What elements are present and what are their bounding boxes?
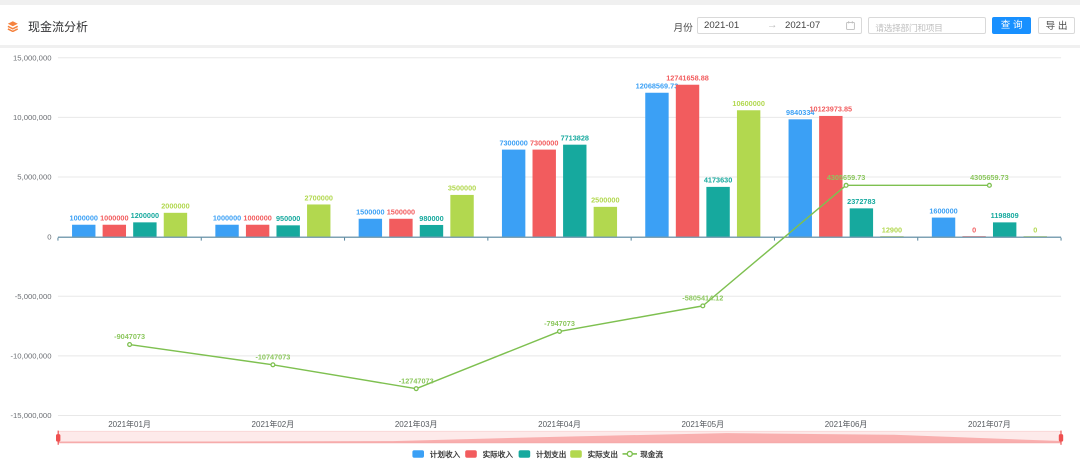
svg-text:5,000,000: 5,000,000 <box>17 173 51 182</box>
svg-text:980000: 980000 <box>419 214 443 223</box>
svg-text:1000000: 1000000 <box>100 214 128 223</box>
svg-text:12068569.73: 12068569.73 <box>636 82 679 91</box>
svg-text:2021年02月: 2021年02月 <box>252 419 295 429</box>
svg-text:2021年07月: 2021年07月 <box>968 419 1011 429</box>
svg-text:2700000: 2700000 <box>305 193 333 202</box>
svg-text:现金流: 现金流 <box>640 449 663 459</box>
svg-text:4305659.73: 4305659.73 <box>827 173 866 182</box>
svg-text:0: 0 <box>47 232 51 241</box>
svg-text:-7947073: -7947073 <box>544 319 575 328</box>
svg-text:1500000: 1500000 <box>387 208 415 217</box>
svg-text:-9047073: -9047073 <box>114 332 145 341</box>
svg-text:实际收入: 实际收入 <box>483 449 514 459</box>
svg-text:1000000: 1000000 <box>70 214 98 223</box>
svg-text:7713828: 7713828 <box>561 133 589 142</box>
svg-text:-15,000,000: -15,000,000 <box>10 411 51 420</box>
svg-text:12900: 12900 <box>882 225 902 234</box>
svg-text:0: 0 <box>972 225 976 234</box>
svg-text:1600000: 1600000 <box>929 206 957 215</box>
svg-text:1000000: 1000000 <box>243 214 271 223</box>
svg-text:2021年06月: 2021年06月 <box>825 419 868 429</box>
svg-text:7300000: 7300000 <box>499 138 527 147</box>
svg-text:9840334: 9840334 <box>786 108 815 117</box>
svg-text:0: 0 <box>1033 225 1037 234</box>
svg-text:2372783: 2372783 <box>847 197 875 206</box>
svg-text:10123973.85: 10123973.85 <box>810 105 853 114</box>
svg-text:2500000: 2500000 <box>591 196 619 205</box>
svg-text:-5805414.12: -5805414.12 <box>682 294 723 303</box>
svg-text:1198809: 1198809 <box>991 211 1019 220</box>
svg-text:2000000: 2000000 <box>161 202 189 211</box>
svg-text:4305659.73: 4305659.73 <box>970 173 1009 182</box>
svg-text:1000000: 1000000 <box>213 214 241 223</box>
svg-text:950000: 950000 <box>276 214 300 223</box>
svg-text:7300000: 7300000 <box>530 138 558 147</box>
svg-text:-10,000,000: -10,000,000 <box>10 352 51 361</box>
svg-text:2021年05月: 2021年05月 <box>681 419 724 429</box>
svg-text:1500000: 1500000 <box>356 208 384 217</box>
svg-text:计划收入: 计划收入 <box>430 449 461 459</box>
svg-text:4173630: 4173630 <box>704 176 732 185</box>
svg-text:3500000: 3500000 <box>448 184 476 193</box>
svg-text:2021年04月: 2021年04月 <box>538 419 581 429</box>
svg-text:10,000,000: 10,000,000 <box>13 113 51 122</box>
svg-text:2021年03月: 2021年03月 <box>395 419 438 429</box>
svg-text:-12747073: -12747073 <box>399 376 434 385</box>
svg-text:实际支出: 实际支出 <box>588 449 618 459</box>
svg-text:15,000,000: 15,000,000 <box>13 53 51 62</box>
svg-text:计划支出: 计划支出 <box>536 449 566 459</box>
svg-text:1200000: 1200000 <box>131 211 159 220</box>
svg-text:10600000: 10600000 <box>732 99 764 108</box>
svg-text:-5,000,000: -5,000,000 <box>15 292 52 301</box>
svg-text:12741658.88: 12741658.88 <box>666 74 709 83</box>
svg-text:2021年01月: 2021年01月 <box>108 419 151 429</box>
svg-text:-10747073: -10747073 <box>255 353 290 362</box>
